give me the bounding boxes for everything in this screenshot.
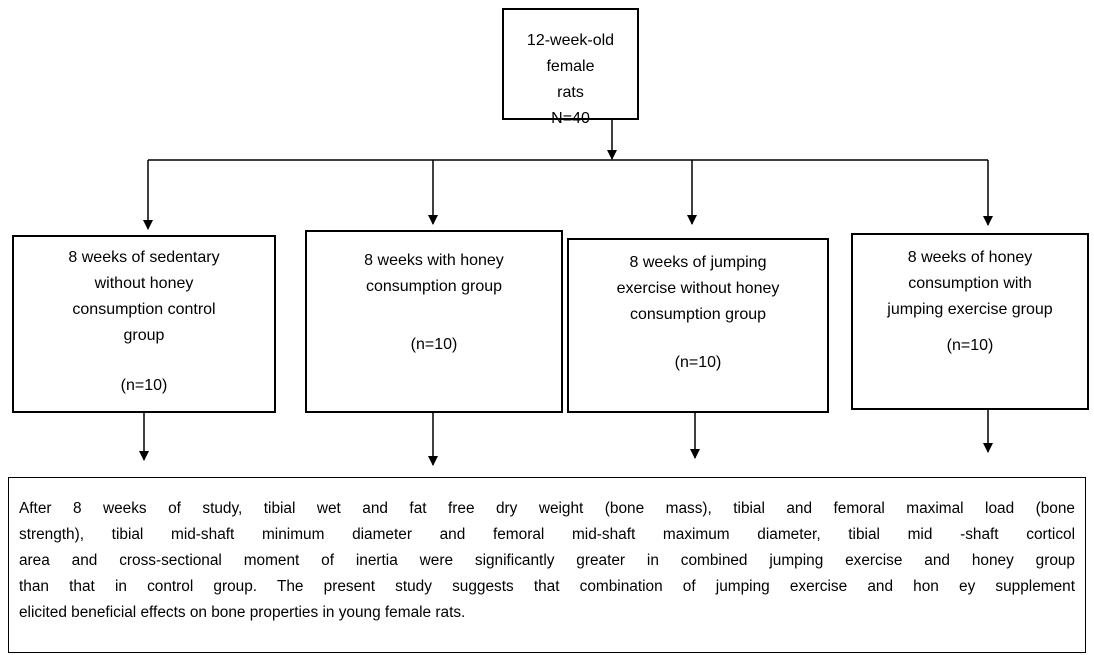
node-text: rats: [557, 84, 584, 101]
node-count: (n=10): [410, 336, 458, 353]
node-text: consumption group: [365, 278, 503, 295]
node-text: 8 weeks of sedentary: [68, 249, 220, 266]
summary-box: After 8 weeks of study, tibial wet and f…: [8, 477, 1086, 653]
node: 8 weeks with honey consumption group (n=10…: [305, 230, 563, 413]
node-text: jumping exercise group: [887, 301, 1053, 318]
node-text: 8 weeks with honey: [364, 252, 504, 269]
node-text: 8 weeks of jumping: [629, 254, 767, 271]
node-text: consumption group: [629, 306, 767, 323]
node: 8 weeks of honey consumption with jumping …: [851, 233, 1089, 410]
summary-text: area and cross-sectional moment of inert…: [19, 552, 1075, 569]
node-text: consumption with: [908, 275, 1032, 292]
node-count: (n=10): [674, 354, 722, 371]
node-text: N=40: [551, 110, 590, 127]
summary-text: strength), tibial mid-shaft minimum diam…: [19, 526, 1075, 543]
node-text: 12-week-old female: [526, 32, 615, 75]
node-text: without honey: [94, 275, 194, 292]
summary-text: than that in control group. The present …: [19, 578, 1075, 595]
summary-text: After 8 weeks of study, tibial wet and f…: [19, 500, 1075, 517]
node-text: consumption control: [72, 301, 216, 318]
summary-text: elicited beneficial effects on bone prop…: [19, 604, 466, 621]
node-count: (n=10): [946, 337, 994, 354]
node: 12-week-old female rats N=40: [502, 8, 639, 127]
node-text: 8 weeks of honey: [907, 249, 1033, 266]
node-text: group: [123, 327, 165, 344]
node: 8 weeks of sedentary without honey consump…: [12, 235, 276, 413]
node: 8 weeks of jumping exercise without honey…: [567, 238, 829, 413]
node-text: exercise without honey: [616, 280, 780, 297]
node-count: (n=10): [120, 377, 168, 394]
